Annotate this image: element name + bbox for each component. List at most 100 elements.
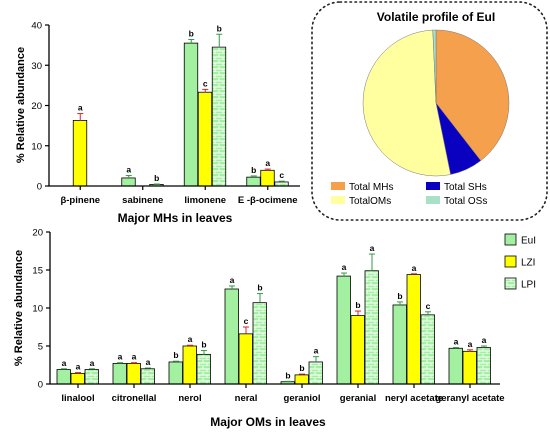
- pie-slice: [432, 29, 437, 104]
- category-label: neral: [235, 393, 258, 404]
- y-tick-label: 20: [31, 101, 42, 112]
- pie-legend-swatch: [426, 196, 440, 204]
- bar-lzi: [462, 350, 477, 385]
- significance-label: a: [126, 165, 131, 175]
- significance-label: a: [412, 263, 417, 273]
- category-label: nerol: [178, 393, 201, 404]
- bar-lpi: [211, 46, 227, 187]
- bar-lzi: [260, 169, 275, 187]
- mh-y-axis-label: % Relative abundance: [15, 47, 27, 163]
- y-tick-label: 0: [38, 380, 43, 391]
- y-tick-label: 30: [31, 61, 42, 72]
- bar-eui: [121, 177, 136, 187]
- significance-label: b: [257, 283, 262, 293]
- category-label: geraniol: [284, 393, 321, 404]
- y-tick-label: 5: [38, 342, 43, 353]
- pie-legend: Total MHs Total SHs TotalOMs Total OSs: [331, 182, 487, 207]
- bar-eui: [246, 176, 261, 187]
- category-label: geranyl acetate: [435, 393, 504, 404]
- significance-label: c: [203, 78, 208, 88]
- pie-slice: [362, 29, 451, 177]
- pie-chart-panel: Volatile profile of EuI Total MHs Total S…: [311, 1, 548, 221]
- legend-label: LZI: [521, 258, 535, 269]
- om-x-axis-title: Major OMs in leaves: [210, 415, 326, 429]
- pie-legend-label: Total MHs: [349, 182, 393, 193]
- significance-label: a: [454, 337, 459, 347]
- om-axes: [49, 232, 500, 385]
- om-legend: EuI LZI LPI: [504, 233, 536, 291]
- legend-label: LPI: [521, 280, 536, 291]
- mh-category-labels: β-pinene sabinene limonene E -β-ocimene: [60, 186, 298, 206]
- legend-swatch-eui: [504, 233, 517, 246]
- bar-lzi: [70, 372, 85, 385]
- significance-label: b: [173, 350, 178, 360]
- significance-label: a: [188, 334, 193, 344]
- bar-eui: [112, 363, 127, 385]
- legend-swatch-lpi: [504, 277, 517, 290]
- bar-eui: [392, 304, 407, 385]
- y-tick-label: 0: [37, 182, 42, 193]
- bar-lpi: [420, 314, 435, 385]
- significance-label: a: [370, 243, 375, 253]
- bar-lpi: [252, 302, 267, 385]
- category-label: limonene: [184, 195, 226, 206]
- legend-swatch-lzi: [504, 255, 517, 268]
- bar-eui: [336, 275, 351, 385]
- significance-label: b: [355, 300, 360, 310]
- pie-legend-label: Total SHs: [444, 182, 487, 193]
- y-tick-label: 40: [31, 21, 42, 32]
- category-label: linalool: [61, 393, 94, 404]
- significance-label: a: [90, 358, 95, 368]
- significance-label: b: [201, 340, 206, 350]
- significance-label: c: [244, 316, 249, 326]
- y-tick-label: 15: [32, 266, 43, 277]
- category-label: geranial: [340, 393, 376, 404]
- significance-label: b: [299, 363, 304, 373]
- y-tick-label: 20: [32, 228, 43, 239]
- significance-label: a: [230, 275, 235, 285]
- significance-label: a: [468, 339, 473, 349]
- om-category-labels: linalool citronellal nerol neral geraniol ger…: [61, 384, 505, 404]
- bar-eui: [168, 361, 183, 385]
- pie-slices: [362, 29, 510, 177]
- bar-eui: [56, 369, 71, 385]
- bar-lpi: [364, 270, 379, 385]
- pie-slice: [435, 29, 510, 162]
- bar-lzi: [350, 315, 365, 385]
- pie-legend-label: TotalOMs: [349, 196, 391, 207]
- bar-lzi: [238, 333, 253, 385]
- om-y-ticks: 0 5 10 15 20: [32, 228, 50, 391]
- category-label: E -β-ocimene: [238, 195, 298, 206]
- pie-panel-border: [311, 1, 548, 221]
- bar-lzi: [197, 91, 213, 187]
- significance-label: b: [154, 173, 159, 183]
- significance-label: c: [279, 170, 284, 180]
- significance-label: a: [76, 362, 81, 372]
- bar-lzi: [182, 345, 197, 385]
- significance-label: a: [146, 357, 151, 367]
- significance-label: a: [118, 352, 123, 362]
- bar-lzi: [294, 374, 309, 385]
- mh-x-axis-title: Major MHs in leaves: [118, 211, 233, 225]
- pie-legend-swatch: [426, 182, 440, 190]
- significance-label: b: [397, 291, 402, 301]
- significance-label: b: [251, 165, 256, 175]
- bar-lzi: [406, 274, 421, 385]
- category-label: β-pinene: [60, 195, 100, 206]
- significance-label: a: [132, 352, 137, 362]
- bar-lpi: [84, 369, 99, 385]
- bar-eui: [224, 288, 239, 385]
- significance-label: c: [426, 301, 431, 311]
- significance-label: a: [314, 346, 319, 356]
- pie-legend-label: Total OSs: [444, 196, 487, 207]
- bar-eui: [183, 42, 199, 187]
- bar-lzi: [126, 363, 141, 385]
- significance-label: a: [78, 103, 83, 113]
- mh-y-ticks: 0 10 20 30 40: [31, 21, 49, 193]
- bar-lzi: [72, 119, 88, 187]
- bar-lpi: [196, 353, 211, 385]
- pie-title: Volatile profile of EuI: [377, 10, 495, 24]
